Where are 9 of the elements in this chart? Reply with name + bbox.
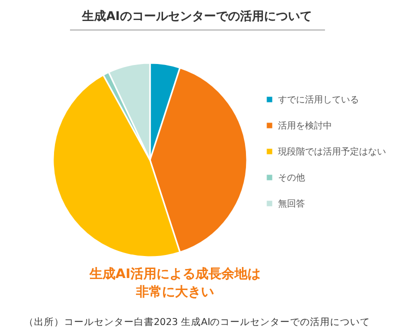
legend-label: 現段階では活用予定はない [278,146,386,158]
legend-label: 活用を検討中 [278,120,332,132]
chart-title: 生成AIのコールセンターでの活用について [81,9,312,23]
legend-label: その他 [278,172,305,184]
legend-label: すでに活用している [278,94,359,106]
legend-label: 無回答 [278,198,305,210]
text: （出所）コールセンター白書2023 生成AIのコールセンターでの活用について [24,316,370,328]
text: 非常に大きい [135,285,214,300]
text: 生成AI活用による成長余地は [88,267,260,282]
